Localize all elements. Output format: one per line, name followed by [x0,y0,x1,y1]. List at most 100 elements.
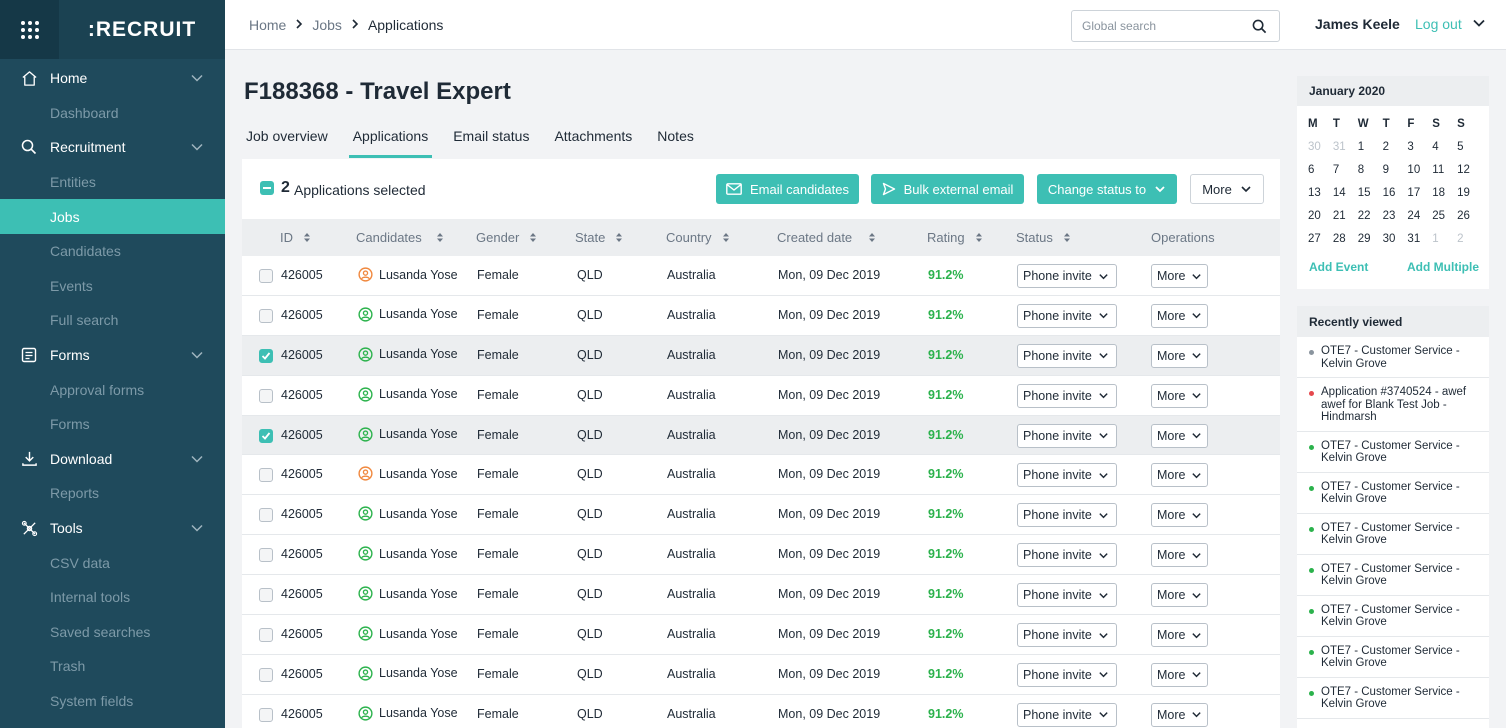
row-checkbox[interactable] [259,548,273,563]
cell-candidate[interactable]: Lusanda Yose [358,546,458,561]
status-dropdown[interactable]: Phone invite [1017,623,1117,648]
sidebar-item-approval-forms[interactable]: Approval forms [50,381,145,398]
row-checkbox[interactable] [259,508,273,523]
calendar-day[interactable]: 10 [1407,164,1421,176]
calendar-day[interactable]: 14 [1332,187,1346,199]
calendar-day[interactable]: 5 [1457,141,1464,153]
status-dropdown[interactable]: Phone invite [1017,662,1117,687]
table-row[interactable]: 426005 Lusanda Yose Female QLD Australia Mon,… [242,256,1280,296]
calendar-day[interactable]: 2 [1382,141,1389,153]
table-row[interactable]: 426005 Lusanda Yose Female QLD Australia Mon,… [242,695,1280,728]
status-dropdown[interactable]: Phone invite [1017,423,1117,448]
sort-icon[interactable] [868,232,876,243]
row-checkbox[interactable] [259,588,273,603]
column-header-candidates[interactable]: Candidates [356,230,444,245]
calendar-day[interactable]: 1 [1432,233,1439,245]
sidebar-item-events[interactable]: Events [50,277,93,294]
operations-dropdown[interactable]: More [1151,383,1208,408]
operations-dropdown[interactable]: More [1151,303,1208,328]
calendar-day[interactable]: 13 [1308,187,1321,199]
calendar-day[interactable]: 25 [1432,210,1446,222]
operations-dropdown[interactable]: More [1151,463,1208,488]
column-header-country[interactable]: Country [666,230,730,245]
recent-item[interactable]: OTE7 - Customer Service - Kelvin Grove [1297,514,1489,555]
calendar-day[interactable]: 7 [1332,164,1340,176]
sidebar-item-candidates[interactable]: Candidates [50,243,121,260]
cell-candidate[interactable]: Lusanda Yose [358,506,458,521]
status-dropdown[interactable]: Phone invite [1017,503,1117,528]
sidebar-item-entities[interactable]: Entities [50,174,96,191]
cell-candidate[interactable]: Lusanda Yose [358,267,458,282]
row-checkbox[interactable] [259,628,273,643]
column-header-operations[interactable]: Operations [1151,230,1215,245]
cell-candidate[interactable]: Lusanda Yose [358,307,458,322]
email-candidates-button[interactable]: Email candidates [716,174,859,204]
cell-candidate[interactable]: Lusanda Yose [358,347,458,362]
sidebar-group-recruitment[interactable]: Recruitment [0,130,225,165]
operations-dropdown[interactable]: More [1151,662,1208,687]
calendar-day[interactable]: 30 [1382,233,1396,245]
sidebar-item-system-fields[interactable]: System fields [50,692,134,709]
operations-dropdown[interactable]: More [1151,423,1208,448]
operations-dropdown[interactable]: More [1151,503,1208,528]
calendar-day[interactable]: 19 [1457,187,1470,199]
calendar-day[interactable]: 26 [1457,210,1470,222]
recent-item[interactable]: OTE7 - Customer Service - Kelvin Grove [1297,596,1489,637]
row-checkbox[interactable] [259,707,273,722]
calendar-day[interactable]: 31 [1332,141,1346,153]
tab-attachments[interactable]: Attachments [554,128,633,144]
sidebar-item-full-search[interactable]: Full search [50,312,119,329]
recent-item[interactable]: Application #3740524 - awef awef for Bla… [1297,378,1489,432]
search-input[interactable] [1082,19,1242,33]
chevron-down-icon[interactable] [1472,16,1486,35]
calendar-day[interactable]: 12 [1457,164,1470,176]
logout-link[interactable]: Log out [1415,16,1462,32]
change-status-button[interactable]: Change status to [1037,174,1177,204]
sidebar-item-saved-searches[interactable]: Saved searches [50,623,151,640]
calendar-day[interactable]: 20 [1308,210,1321,222]
calendar-day[interactable]: 11 [1432,164,1445,176]
column-header-id[interactable]: ID [280,230,311,245]
cell-candidate[interactable]: Lusanda Yose [358,466,458,482]
sidebar-item-internal-tools[interactable]: Internal tools [50,589,131,606]
table-row[interactable]: 426005 Lusanda Yose Female QLD Australia Mon,… [242,575,1280,616]
sidebar-group-home[interactable]: Home [0,61,225,96]
sidebar-item-csv-data[interactable]: CSV data [50,554,110,571]
recent-item[interactable]: OTE7 - Customer Service - Kelvin Grove [1297,555,1489,596]
chevron-down-icon[interactable] [189,520,205,536]
apps-grid-icon[interactable] [0,0,59,59]
table-row[interactable]: 426005 Lusanda Yose Female QLD Australia Mon,… [242,495,1280,536]
operations-dropdown[interactable]: More [1151,543,1208,568]
table-row[interactable]: 426005 Lusanda Yose Female QLD Australia Mon,… [242,615,1280,655]
sidebar-group-forms[interactable]: Forms [0,338,225,373]
calendar-day[interactable]: 28 [1332,233,1346,245]
calendar-day[interactable]: 3 [1407,141,1414,153]
sort-icon[interactable] [975,232,983,243]
column-header-status[interactable]: Status [1016,230,1071,245]
status-dropdown[interactable]: Phone invite [1017,264,1117,288]
sort-icon[interactable] [1063,232,1071,243]
tab-notes[interactable]: Notes [657,128,694,144]
table-row[interactable]: 426005 Lusanda Yose Female QLD Australia Mon,… [242,335,1280,376]
sort-icon[interactable] [529,232,537,243]
chevron-down-icon[interactable] [189,139,205,155]
table-row[interactable]: 426005 Lusanda Yose Female QLD Australia Mon,… [242,376,1280,416]
sidebar-group-download[interactable]: Download [0,442,225,477]
sidebar-item-jobs[interactable]: Jobs [0,199,225,234]
cell-candidate[interactable]: Lusanda Yose [358,426,458,442]
calendar-day[interactable]: 23 [1382,210,1396,222]
sort-icon[interactable] [615,232,623,243]
table-row[interactable]: 426005 Lusanda Yose Female QLD Australia Mon,… [242,455,1280,496]
sort-icon[interactable] [303,232,311,243]
table-row[interactable]: 426005 Lusanda Yose Female QLD Australia Mon,… [242,296,1280,336]
column-header-rating[interactable]: Rating [927,230,983,245]
tab-job-overview[interactable]: Job overview [246,128,328,144]
status-dropdown[interactable]: Phone invite [1017,303,1117,328]
operations-dropdown[interactable]: More [1151,702,1208,727]
calendar-day[interactable]: 27 [1308,233,1321,245]
recent-item[interactable]: OTE7 - Customer Service - Kelvin Grove [1297,678,1489,719]
status-dropdown[interactable]: Phone invite [1017,463,1117,488]
calendar-day[interactable]: 16 [1382,187,1396,199]
cell-candidate[interactable]: Lusanda Yose [358,666,458,681]
status-dropdown[interactable]: Phone invite [1017,343,1117,368]
